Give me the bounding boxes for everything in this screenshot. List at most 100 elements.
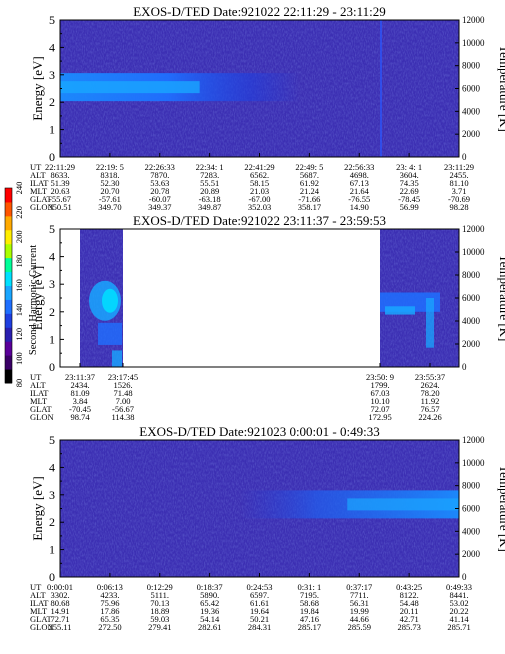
ephemeris-row-label: ILAT: [30, 388, 49, 398]
ephemeris-value: 285.17: [298, 622, 321, 632]
ephemeris-value: 98.28: [449, 202, 468, 212]
ephemeris-value: 3.71: [452, 186, 467, 196]
ephemeris-value: 47.16: [300, 614, 319, 624]
ephemeris-value: 349.70: [98, 202, 121, 212]
ephemeris-row-label: UT: [30, 582, 42, 592]
ephemeris-value: 8633.: [50, 170, 69, 180]
y2-tick-label: 10000: [462, 38, 485, 48]
y2-tick-label: 6000: [462, 504, 481, 514]
ephemeris-value: 67.13: [350, 178, 369, 188]
ephemeris-value: 349.87: [198, 202, 221, 212]
ephemeris-value: 272.50: [98, 622, 121, 632]
ephemeris-value: 98.74: [70, 412, 90, 422]
ephemeris-value: 5111.: [151, 590, 170, 600]
ephemeris-value: 41.14: [449, 614, 469, 624]
ephemeris-value: 72.71: [50, 614, 69, 624]
y-tick-label: 0: [49, 360, 55, 374]
y-tick-label: 5: [49, 222, 55, 236]
ephemeris-value: 3604.: [400, 170, 419, 180]
ephemeris-value: -63.18: [199, 194, 221, 204]
ephemeris-value: 51.39: [50, 178, 69, 188]
ephemeris-value: 350.51: [48, 202, 71, 212]
ephemeris-value: 14.90: [350, 202, 369, 212]
ephemeris-value: 114.38: [111, 412, 134, 422]
y-tick-label: 3: [49, 277, 55, 291]
ephemeris-value: -78.45: [398, 194, 420, 204]
ephemeris-row-label: MLT: [30, 606, 48, 616]
ephemeris-row-label: ALT: [30, 590, 47, 600]
ephemeris-value: 52.30: [100, 178, 119, 188]
ephemeris-value: 5890.: [200, 590, 219, 600]
ephemeris-value: 22.69: [400, 186, 419, 196]
y-tick-label: 4: [49, 250, 55, 264]
colorbar-swatch: [5, 369, 12, 384]
ephemeris-value: 2455.: [449, 170, 468, 180]
ephemeris-value: 3302.: [50, 590, 69, 600]
ephemeris-value: 74.35: [400, 178, 419, 188]
colorbar-swatch: [5, 229, 12, 245]
colorbar-swatch: [5, 327, 12, 342]
colorbar-swatch: [5, 188, 12, 203]
y-tick-label: 5: [49, 433, 55, 447]
ephemeris-value: 0:06:13: [97, 582, 123, 592]
ephemeris-value: 23:55:37: [415, 372, 445, 382]
colorbar-tick-label: 120: [14, 328, 24, 341]
ephemeris-value: 22:11:29: [45, 162, 75, 172]
ephemeris-value: 7283.: [200, 170, 219, 180]
ephemeris-value: 61.61: [250, 598, 269, 608]
intensity-band: [426, 298, 434, 348]
ephemeris-value: 7711.: [350, 590, 369, 600]
ephemeris-row-label: MLT: [30, 396, 48, 406]
ephemeris-value: 56.99: [400, 202, 419, 212]
ephemeris-value: 53.63: [150, 178, 169, 188]
ephemeris-value: 21.03: [250, 186, 269, 196]
y-tick-label: 1: [49, 543, 55, 557]
y-tick-label: 3: [49, 488, 55, 502]
y2-tick-label: 4000: [462, 526, 481, 536]
ephemeris-value: 75.96: [100, 598, 119, 608]
ephemeris-value: 20.89: [200, 186, 219, 196]
ephemeris-value: 21.64: [350, 186, 370, 196]
ephemeris-value: 285.59: [348, 622, 371, 632]
y2-tick-label: 8000: [462, 61, 481, 71]
y-tick-label: 3: [49, 68, 55, 82]
ephemeris-value: 7.00: [116, 396, 131, 406]
ephemeris-value: 65.35: [100, 614, 119, 624]
ephemeris-value: 23: 4: 1: [396, 162, 422, 172]
ephemeris-value: 172.95: [368, 412, 391, 422]
ephemeris-value: 22:34: 1: [196, 162, 224, 172]
ephemeris-value: 0:49:33: [446, 582, 472, 592]
ephemeris-value: 76.57: [420, 404, 439, 414]
ephemeris-value: 0:31: 1: [297, 582, 321, 592]
ephemeris-value: 2624.: [420, 380, 439, 390]
ephemeris-value: 54.48: [400, 598, 419, 608]
ephemeris-value: 44.66: [350, 614, 369, 624]
ephemeris-value: 19.84: [300, 606, 320, 616]
ephemeris-value: 7195.: [300, 590, 319, 600]
intensity-peak: [60, 81, 200, 94]
ephemeris-value: 20.63: [50, 186, 69, 196]
intensity-band: [98, 322, 122, 345]
ephemeris-value: 81.09: [70, 388, 89, 398]
ephemeris-value: 8441.: [449, 590, 468, 600]
ephemeris-value: 18.89: [150, 606, 169, 616]
panel-title: EXOS-D/TED Date:921022 23:11:37 - 23:59:…: [133, 213, 386, 228]
y-tick-label: 0: [49, 150, 55, 164]
ephemeris-value: 20.78: [150, 186, 169, 196]
ephemeris-value: 20.11: [400, 606, 419, 616]
y2-tick-label: 8000: [462, 270, 481, 280]
intensity-band: [112, 350, 122, 367]
panel-title: EXOS-D/TED Date:921023 0:00:01 - 0:49:33: [139, 424, 379, 439]
intensity-peak: [347, 498, 459, 511]
ephemeris-value: -76.55: [348, 194, 370, 204]
ephemeris-value: 22:49: 5: [295, 162, 323, 172]
ephemeris-value: 56.31: [350, 598, 369, 608]
panel-2: EXOS-D/TED Date:921022 23:11:37 - 23:59:…: [30, 213, 505, 422]
colorbar-swatch: [5, 215, 12, 231]
colorbar-frame: [4, 187, 13, 384]
ephemeris-value: 23:11:37: [65, 372, 95, 382]
y2-tick-label: 6000: [462, 293, 481, 303]
colorbar-swatch: [5, 257, 12, 273]
ephemeris-value: 3.84: [73, 396, 89, 406]
